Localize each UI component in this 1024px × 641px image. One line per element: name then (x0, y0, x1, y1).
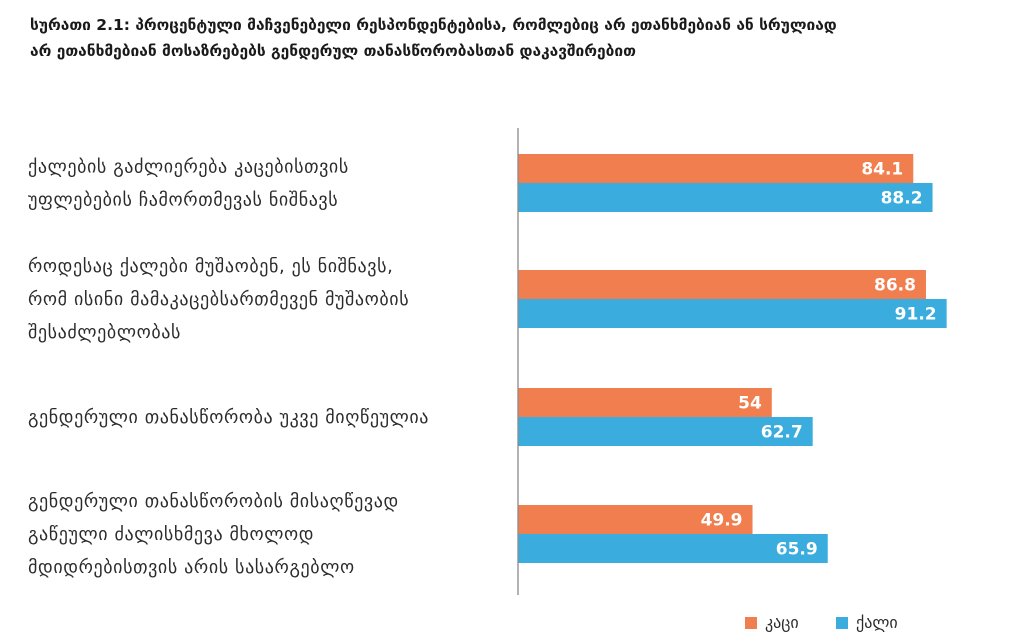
data-label: 86.8 (874, 276, 916, 296)
category-label: გენდერული თანასწორობის მისაღწევად (28, 491, 399, 512)
chart-title-line-1: სურათი 2.1: პროცენტული მაჩვენებელი რესპო… (30, 16, 837, 34)
category-label: შესაძლებლობას (28, 322, 181, 343)
legend-swatch (836, 617, 848, 629)
data-label: 84.1 (861, 160, 903, 180)
data-label: 65.9 (776, 540, 818, 560)
category-label: როდესაც ქალები მუშაობენ, ეს ნიშნავს, (28, 256, 393, 277)
category-label: გაწეული ძალისხმევა მხოლოდ (28, 524, 314, 545)
legend-label: კაცი (765, 613, 799, 632)
category-label: მდიდრებისთვის არის სასარგებლო (28, 557, 355, 578)
category-label: გენდერული თანასწორობა უკვე მიღწეულია (28, 407, 429, 428)
legend-label: ქალი (856, 613, 898, 632)
bar-women (518, 183, 933, 212)
data-label: 88.2 (881, 189, 923, 209)
data-label: 49.9 (701, 511, 743, 531)
data-label: 91.2 (895, 305, 937, 325)
bar-women (518, 534, 828, 563)
bar-men (518, 388, 772, 417)
legend-swatch (745, 617, 757, 629)
chart-title-line-2: არ ეთანხმებიან მოსაზრებებს გენდერულ თანა… (30, 42, 636, 60)
chart-title: სურათი 2.1: პროცენტული მაჩვენებელი რესპო… (30, 12, 1010, 64)
category-label: ქალების გაძლიერება კაცებისთვის (28, 157, 349, 178)
bar-women (518, 417, 813, 446)
bar-men (518, 270, 926, 299)
category-label: უფლებების ჩამორთმევას ნიშნავს (28, 190, 338, 211)
data-label: 62.7 (761, 423, 803, 443)
bar-men (518, 154, 914, 183)
bar-men (518, 505, 753, 534)
category-label: რომ ისინი მამაკაცებსართმევენ მუშაობის (28, 289, 409, 310)
data-label: 54 (738, 394, 762, 414)
bar-women (518, 299, 947, 328)
